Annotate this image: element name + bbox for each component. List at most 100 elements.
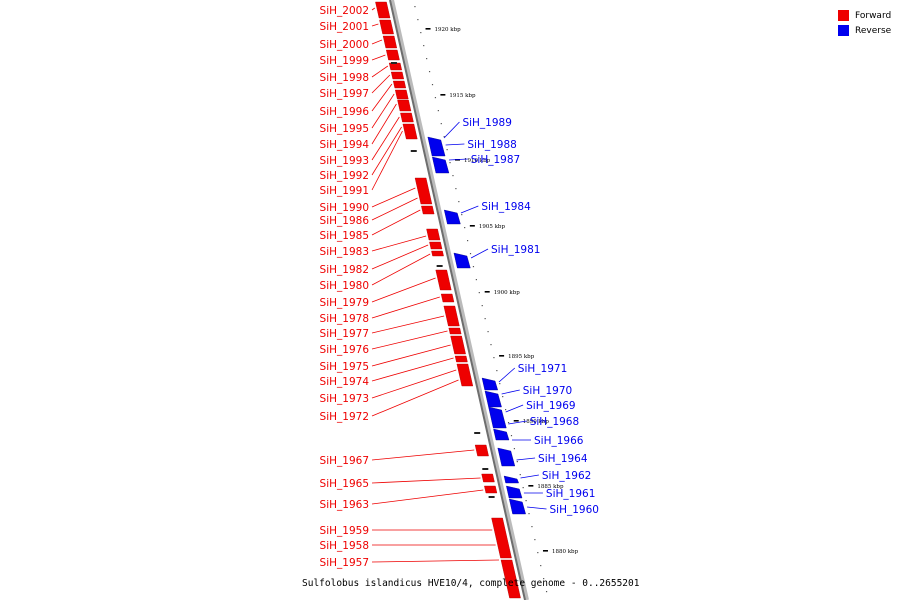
forward-gene-label: SiH_1990 [320, 202, 369, 214]
scale-dot [440, 123, 442, 125]
tick-label: 1890 kbp [523, 419, 550, 425]
tick-label: 1885 kbp [537, 484, 564, 490]
forward-gene-label: SiH_1992 [320, 170, 369, 182]
backbone-shadow [390, 0, 529, 600]
reverse-gene-block [484, 390, 502, 408]
forward-gene-label: SiH_1982 [320, 264, 369, 276]
forward-gene-block [435, 269, 452, 291]
forward-leader-line [371, 344, 451, 367]
forward-gene-block [392, 80, 407, 89]
forward-leader-line [371, 65, 389, 78]
legend-reverse-label: Reverse [855, 25, 892, 36]
forward-leader-line [371, 379, 459, 417]
forward-gene-block [431, 250, 444, 257]
tick-mark [542, 550, 548, 552]
reverse-gene-label: SiH_1988 [467, 139, 516, 151]
scale-dot [472, 266, 475, 268]
reverse-gene-block [453, 252, 471, 269]
reverse-gene-block [488, 406, 507, 429]
scale-dot [469, 253, 472, 255]
scale-dot [461, 214, 463, 216]
forward-gene-block [491, 517, 512, 559]
scale-dot [516, 461, 518, 463]
scale-dot [446, 149, 448, 151]
forward-gene-block [448, 327, 462, 335]
forward-gene-block [454, 355, 468, 363]
tick-mark [499, 355, 505, 357]
scale-dot [414, 6, 416, 8]
tick-mark [440, 94, 446, 96]
forward-leader-line [371, 489, 484, 505]
forward-gene-label: SiH_1975 [320, 361, 369, 373]
tick-label: 1880 kbp [552, 549, 579, 555]
scale-dot [437, 110, 439, 112]
tick-label: 1895 kbp [508, 354, 535, 360]
forward-gene-label: SiH_1977 [320, 328, 369, 340]
forward-gene-block [414, 177, 433, 205]
tick-mark [513, 420, 519, 422]
forward-leader-line [371, 74, 391, 94]
forward-leader-line [371, 235, 427, 252]
forward-gene-label: SiH_1967 [320, 455, 369, 467]
forward-leader-line [371, 103, 397, 145]
scale-dot [449, 162, 451, 164]
forward-leader-line [371, 116, 400, 161]
reverse-leader-line [505, 404, 524, 413]
scale-dot [507, 422, 510, 424]
scale-dot [434, 97, 437, 99]
reverse-leader-line [460, 205, 479, 214]
scale-dot [540, 565, 542, 567]
reverse-gene-label: SiH_1970 [523, 385, 572, 397]
forward-gene-label: SiH_1986 [320, 215, 370, 227]
scale-dot [545, 591, 548, 593]
forward-gene-block [426, 228, 441, 241]
reverse-gene-label: SiH_1960 [550, 504, 599, 516]
reverse-gene-label: SiH_1989 [462, 117, 511, 129]
forward-leader-line [371, 7, 376, 11]
forward-leader-line [371, 315, 445, 334]
scale-dot [467, 240, 469, 242]
scale-dot [519, 474, 521, 476]
forward-leader-line [371, 369, 457, 399]
forward-leader-line [371, 357, 454, 382]
scale-dot [475, 279, 477, 281]
reverse-gene-block [503, 475, 519, 484]
scale-dot [423, 45, 425, 47]
forward-gene-label: SiH_1965 [320, 478, 369, 490]
forward-gene-block [395, 89, 409, 100]
forward-leader-line [371, 244, 429, 270]
scale-dot [537, 552, 539, 554]
forward-gene-block [484, 485, 498, 494]
forward-gene-block [390, 71, 405, 80]
forward-gene-label: SiH_1993 [320, 155, 369, 167]
tick-mark [425, 28, 431, 30]
scale-dot [543, 578, 545, 580]
reverse-gene-block [432, 156, 450, 174]
legend-forward: Forward [838, 8, 891, 23]
reverse-gene-label: SiH_1984 [481, 201, 531, 213]
forward-leader-line [371, 477, 481, 484]
forward-gene-label: SiH_1973 [320, 393, 369, 405]
scale-dot [531, 526, 533, 528]
forward-gene-block [400, 112, 414, 123]
forward-gene-block [443, 305, 460, 327]
tick-label: 1900 kbp [494, 290, 521, 296]
forward-gene-label: SiH_2001 [320, 21, 369, 33]
forward-gene-label: SiH_1980 [320, 280, 369, 292]
forward-gene-block [456, 363, 474, 387]
reverse-leader-line [508, 420, 527, 425]
reverse-leader-line [445, 143, 465, 146]
legend-reverse-swatch [838, 25, 849, 36]
reverse-gene-block [506, 485, 523, 499]
reverse-gene-block [509, 498, 526, 515]
forward-leader-line [371, 296, 440, 319]
forward-leader-line [371, 93, 395, 129]
forward-gap-mark [436, 265, 443, 267]
forward-leader-line [371, 83, 393, 112]
tick-label: 1905 kbp [479, 224, 506, 230]
scale-dot [464, 227, 466, 229]
reverse-gene-label: SiH_1961 [546, 488, 595, 500]
forward-gene-block [450, 335, 466, 355]
reverse-gene-label: SiH_1981 [491, 244, 540, 256]
scale-dot [428, 71, 431, 73]
